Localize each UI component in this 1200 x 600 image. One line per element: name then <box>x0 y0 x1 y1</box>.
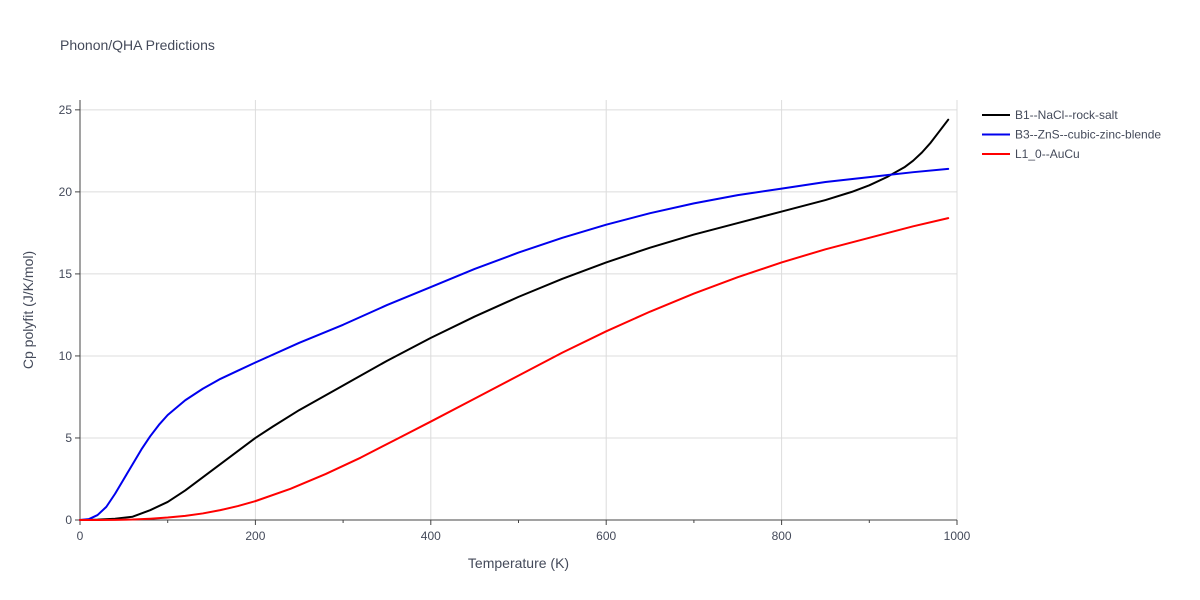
legend-item[interactable]: L1_0--AuCu <box>982 147 1080 161</box>
y-tick-label: 10 <box>59 349 73 363</box>
y-tick-label: 15 <box>59 267 73 281</box>
series-line-2[interactable] <box>79 217 950 521</box>
y-tick-label: 20 <box>59 185 73 199</box>
x-tick-label: 200 <box>245 529 265 543</box>
y-tick-label: 25 <box>59 103 73 117</box>
series-line-1[interactable] <box>79 167 950 521</box>
y-tick-label: 5 <box>65 431 72 445</box>
x-tick-label: 400 <box>421 529 441 543</box>
legend[interactable]: B1--NaCl--rock-salt B3--ZnS--cubic-zinc-b… <box>982 108 1161 161</box>
grid-layer <box>80 100 958 520</box>
y-tick-label: 0 <box>65 513 72 527</box>
axis-layer: 0 200 400 600 800 1000 0 5 10 15 20 25 <box>59 100 971 543</box>
legend-label: B1--NaCl--rock-salt <box>1015 108 1118 122</box>
series-layer <box>79 118 950 521</box>
legend-label: B3--ZnS--cubic-zinc-blende <box>1015 128 1161 142</box>
x-tick-label: 0 <box>77 529 84 543</box>
x-tick-label: 800 <box>772 529 792 543</box>
x-axis-title: Temperature (K) <box>468 555 569 571</box>
legend-item[interactable]: B3--ZnS--cubic-zinc-blende <box>982 128 1161 142</box>
y-axis-title: Cp polyfit (J/K/mol) <box>20 251 36 369</box>
x-tick-label: 1000 <box>944 529 971 543</box>
legend-label: L1_0--AuCu <box>1015 147 1080 161</box>
x-tick-label: 600 <box>596 529 616 543</box>
chart-title: Phonon/QHA Predictions <box>60 37 215 53</box>
legend-item[interactable]: B1--NaCl--rock-salt <box>982 108 1118 122</box>
series-line-0[interactable] <box>79 118 950 521</box>
